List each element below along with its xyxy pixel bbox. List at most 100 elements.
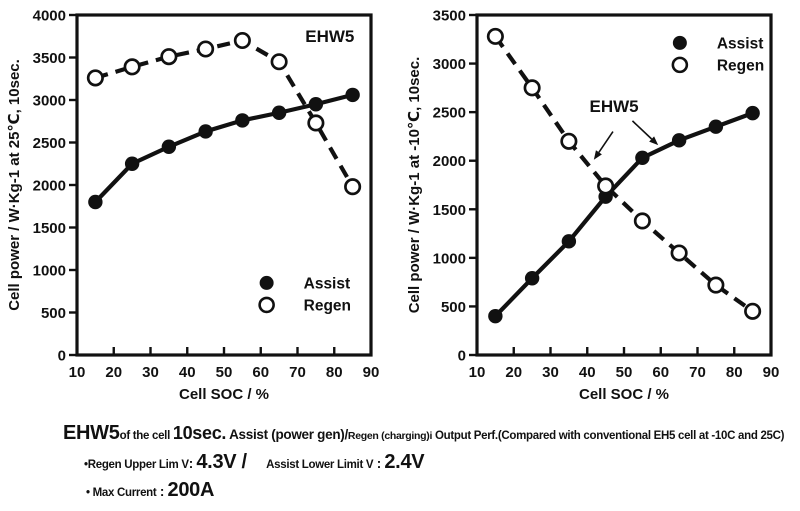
filled-circle-marker-assist	[345, 87, 360, 103]
y-tick-label: 500	[441, 299, 466, 316]
chart-right: 0 500 1000 1500 2000 2500 3000 3500 10 20 30 40 50 60…	[406, 8, 780, 404]
open-circle-marker-regen	[233, 31, 251, 50]
legend-label-assist: Assist	[717, 35, 764, 52]
x-tick-label: 90	[763, 364, 780, 381]
series-line-regen	[493, 35, 754, 313]
caption-segment: Output Perf.(Compared with conventional …	[432, 430, 785, 442]
x-tick-label: 30	[542, 364, 559, 381]
y-tick-label: 3500	[433, 8, 466, 25]
x-tick-label: 40	[579, 364, 596, 381]
y-tick-label: 3000	[433, 56, 466, 73]
open-circle-marker-regen	[123, 58, 141, 76]
legend-marker-regen	[258, 296, 275, 314]
caption-segment: • Max Current	[86, 487, 157, 499]
filled-circle-marker-assist	[235, 113, 250, 128]
legend-label-assist: Assist	[304, 275, 351, 292]
caption-segment: Assist (power gen)	[226, 427, 345, 442]
annotation-arrowhead	[593, 150, 602, 160]
open-circle-marker-regen	[707, 276, 725, 294]
x-tick-label: 60	[252, 364, 269, 381]
open-circle-marker-regen	[523, 79, 541, 97]
y-tick-label: 2000	[33, 178, 66, 195]
open-circle-marker-regen	[160, 48, 178, 66]
chart-left: 0 500 1000 1500 2000 2500 3000 3500 4000 10 20 30 40…	[6, 8, 380, 404]
open-circle-marker-regen	[344, 178, 362, 196]
filled-circle-marker-assist	[161, 139, 177, 154]
caption-line-3: • Max Current : 200A	[86, 477, 214, 506]
x-tick-label: 70	[689, 364, 706, 381]
y-tick-label: 2000	[433, 153, 466, 170]
caption-segment: :	[188, 456, 197, 471]
annotation-arrow	[598, 131, 614, 153]
x-tick-label: 20	[105, 364, 122, 381]
x-tick-label: 10	[469, 364, 486, 381]
y-tick-label: 1500	[433, 202, 466, 219]
filled-circle-marker-assist	[635, 150, 650, 165]
y-tick-label: 1000	[33, 263, 66, 280]
x-tick-label: 50	[216, 364, 233, 381]
caption-segment: 200A	[167, 479, 215, 501]
filled-circle-marker-assist	[745, 105, 760, 121]
caption-segment: 10sec.	[172, 423, 227, 443]
filled-circle-marker-assist	[88, 194, 103, 210]
filled-circle-marker-assist	[524, 271, 540, 286]
y-tick-label: 500	[41, 305, 66, 322]
open-circle-marker-regen	[270, 53, 288, 71]
y-tick-label: 1000	[433, 250, 466, 267]
x-tick-label: 30	[142, 364, 159, 381]
open-circle-marker-regen	[633, 212, 651, 230]
open-circle-marker-regen	[670, 244, 688, 262]
caption-segment: :	[156, 484, 168, 499]
y-axis-title: Cell power / W·Kg-1 at -10℃, 10sec.	[406, 57, 423, 314]
filled-circle-marker-assist	[488, 308, 503, 324]
open-circle-marker-regen	[597, 177, 615, 195]
x-tick-label: 10	[69, 364, 86, 381]
caption-line-2: •Regen Upper Lim V: 4.3V / Assist Lower …	[84, 449, 425, 478]
y-tick-label: 1500	[33, 220, 66, 237]
x-tick-label: 40	[179, 364, 196, 381]
caption-segment: Assist Lower Limit V	[252, 459, 374, 471]
caption-segment: :	[373, 456, 385, 471]
legend-label-regen: Regen	[717, 57, 764, 74]
x-tick-label: 80	[326, 364, 343, 381]
caption-segment: Regen (charging)i	[347, 430, 433, 442]
y-tick-label: 4000	[33, 8, 66, 25]
x-axis-title: Cell SOC / %	[579, 386, 669, 403]
plot-frame	[475, 13, 773, 357]
x-tick-label: 70	[289, 364, 306, 381]
plot-frame	[75, 13, 373, 357]
x-tick-label: 60	[652, 364, 669, 381]
y-tick-label: 2500	[33, 135, 66, 152]
x-tick-label: 90	[363, 364, 380, 381]
y-tick-label: 0	[58, 348, 66, 365]
filled-circle-marker-assist	[561, 234, 577, 249]
filled-circle-marker-assist	[308, 97, 324, 112]
legend-marker-assist	[672, 35, 687, 50]
y-tick-label: 3000	[33, 93, 66, 110]
x-tick-label: 20	[505, 364, 522, 381]
annotation-label: EHW5	[590, 97, 639, 116]
caption-line-1: EHW5of the cell 10sec. Assist (power gen…	[63, 420, 800, 449]
legend-label-regen: Regen	[304, 297, 351, 314]
x-tick-label: 50	[616, 364, 633, 381]
legend-marker-regen	[671, 56, 689, 74]
open-circle-marker-regen	[307, 114, 325, 132]
y-tick-label: 2500	[433, 105, 466, 122]
caption-segment: •Regen Upper Lim V	[84, 459, 189, 471]
annotation-arrowhead	[649, 136, 659, 146]
x-tick-label: 80	[726, 364, 743, 381]
y-axis-title: Cell power / W·Kg-1 at 25℃, 10sec.	[6, 59, 23, 311]
open-circle-marker-regen	[86, 69, 104, 87]
y-tick-label: 3500	[33, 50, 66, 67]
open-circle-marker-regen	[560, 132, 578, 150]
y-tick-label: 0	[458, 348, 466, 365]
caption-segment: 4.3V /	[196, 451, 253, 473]
x-axis-title: Cell SOC / %	[179, 386, 269, 403]
filled-circle-marker-assist	[124, 156, 140, 171]
annotation-label: EHW5	[305, 27, 354, 46]
caption-segment: /	[344, 427, 348, 442]
annotation-arrow	[631, 120, 653, 140]
caption-segment: EHW5	[63, 422, 120, 444]
filled-circle-marker-assist	[271, 105, 287, 120]
